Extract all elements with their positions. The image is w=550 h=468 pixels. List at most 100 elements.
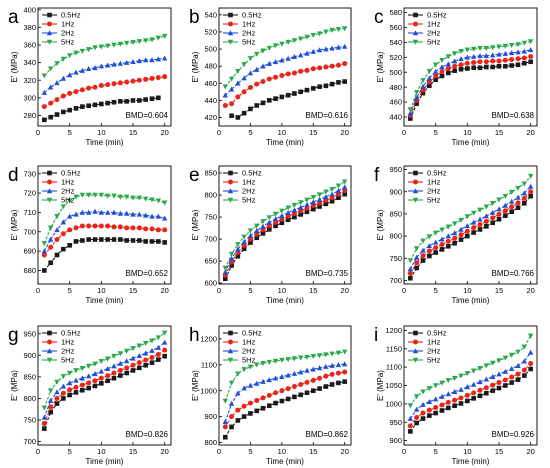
data-point [452, 240, 457, 246]
data-point [92, 102, 98, 108]
data-point [451, 58, 458, 64]
legend-marker [228, 21, 233, 27]
data-point [291, 356, 298, 362]
data-point [228, 86, 235, 92]
data-point [508, 50, 515, 56]
data-point [98, 82, 104, 88]
legend-entry: 2Hz [223, 29, 256, 38]
data-point [229, 263, 234, 268]
data-point [162, 227, 168, 233]
data-point [222, 102, 228, 108]
data-point [136, 353, 143, 359]
legend-label: 2Hz [242, 347, 256, 356]
data-point [111, 237, 117, 242]
series-1hz [407, 360, 534, 429]
data-point [407, 110, 414, 116]
data-point [477, 65, 483, 71]
data-point [458, 395, 464, 401]
y-tick-label: 540 [204, 10, 217, 19]
data-point [285, 217, 291, 223]
data-point [47, 84, 54, 90]
data-point [111, 61, 117, 67]
data-point [142, 340, 149, 346]
data-point [496, 197, 502, 203]
data-point [329, 63, 335, 69]
data-point [149, 37, 155, 43]
data-point [92, 223, 98, 229]
y-tick-label: 850 [204, 169, 217, 178]
legend-entry: 2Hz [408, 29, 441, 38]
data-point [85, 66, 92, 72]
series-2hz [41, 339, 168, 420]
bmd-annotation: BMD=0.766 [492, 269, 535, 278]
data-point [439, 402, 445, 408]
legend-label: 1Hz [427, 20, 441, 29]
data-point [142, 38, 149, 44]
data-point [86, 103, 91, 109]
data-point [335, 44, 342, 50]
data-point [310, 366, 316, 372]
x-tick-label: 20 [526, 128, 534, 137]
series-0-5hz [42, 237, 167, 273]
data-point [432, 239, 439, 245]
x-tick-label: 15 [129, 447, 137, 456]
data-point [323, 46, 329, 52]
data-point [521, 195, 527, 201]
data-point [149, 96, 155, 102]
data-point [515, 42, 521, 48]
data-point [329, 371, 335, 377]
data-point [317, 65, 323, 71]
data-point [451, 389, 458, 395]
legend-entry: 5Hz [42, 38, 75, 47]
data-point [458, 237, 464, 242]
x-axis-label: Time (min) [452, 457, 490, 466]
data-point [273, 390, 279, 396]
data-point [496, 371, 502, 377]
data-point [477, 222, 483, 228]
y-axis-label: E' (MPa) [376, 370, 385, 401]
data-point [104, 193, 111, 199]
data-point [73, 89, 79, 95]
legend-entry: 5Hz [408, 356, 441, 365]
data-point [407, 266, 414, 272]
data-point [111, 224, 117, 230]
y-tick-label: 600 [204, 279, 217, 288]
legend-entry: 0.5Hz [42, 11, 81, 20]
legend-marker [413, 12, 418, 18]
data-point [439, 380, 445, 386]
data-point [323, 384, 329, 389]
data-point [407, 415, 414, 421]
y-tick-label: 750 [204, 213, 217, 222]
data-point [502, 50, 509, 56]
x-tick-label: 15 [129, 286, 137, 295]
data-point [229, 424, 234, 430]
data-point [521, 48, 528, 54]
legend-label: 1Hz [61, 338, 75, 347]
legend-label: 0.5Hz [427, 329, 447, 338]
data-point [161, 215, 168, 221]
y-tick-label: 360 [23, 41, 36, 50]
legend-marker [47, 339, 52, 345]
data-point [336, 195, 341, 201]
data-point [254, 66, 260, 72]
data-point [496, 358, 502, 364]
data-point [104, 365, 111, 371]
data-point [73, 211, 79, 217]
data-point [483, 59, 489, 65]
data-point [279, 357, 285, 363]
series-line [409, 41, 531, 110]
data-point [79, 375, 86, 381]
data-point [272, 211, 279, 217]
data-point [279, 398, 285, 404]
data-point [247, 70, 254, 76]
data-point [458, 232, 464, 238]
data-point [98, 63, 105, 69]
data-point [254, 103, 260, 108]
data-point [342, 191, 348, 197]
data-point [285, 205, 291, 211]
legend-entry: 2Hz [42, 187, 75, 196]
legend-marker [412, 357, 419, 363]
data-point [420, 258, 426, 263]
y-tick-label: 750 [23, 416, 36, 425]
